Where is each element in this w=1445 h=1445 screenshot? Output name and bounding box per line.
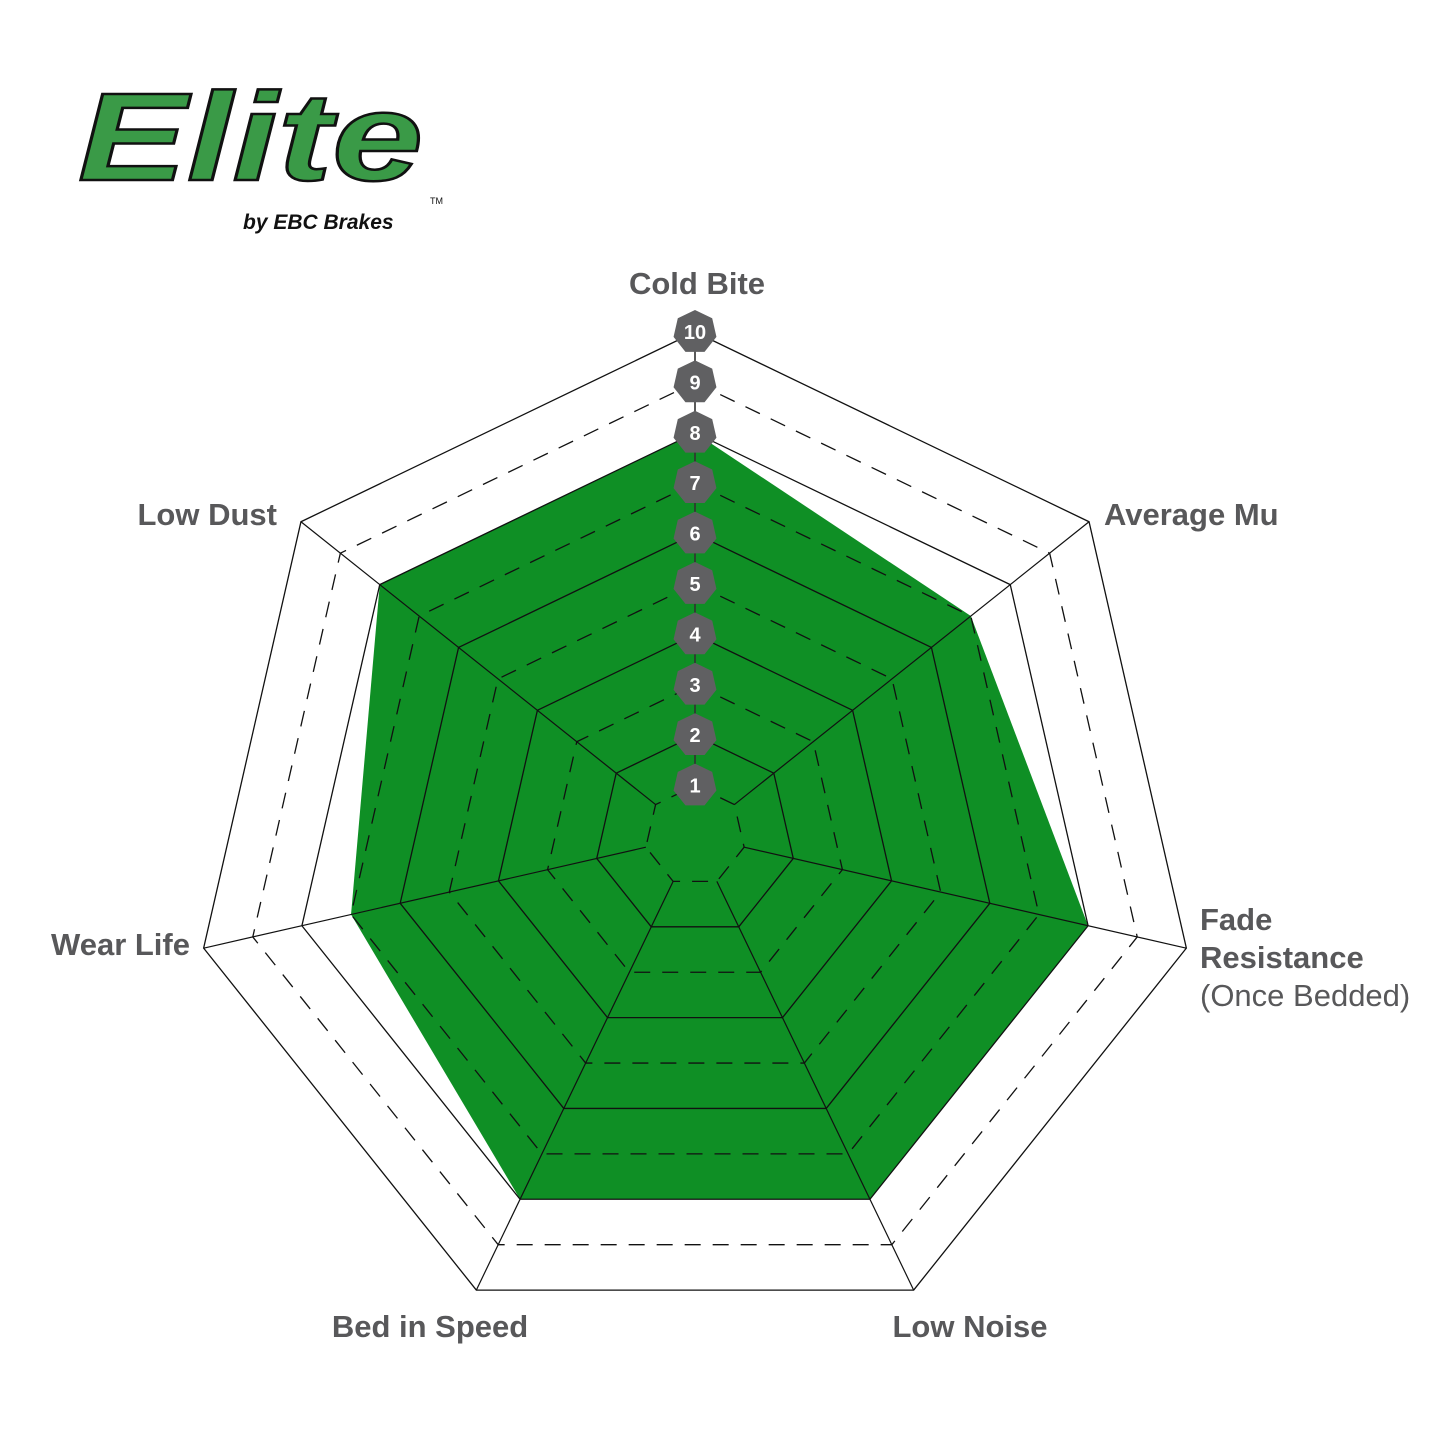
logo-byline: by EBC Brakes: [243, 211, 394, 234]
grid-ring-1: [645, 784, 745, 883]
spoke-line: [475, 881, 674, 1291]
grid-ring-8: [301, 432, 1089, 1200]
axis-label-fade-resistance-1: Fade: [1200, 902, 1272, 937]
grid-ring-10: [202, 331, 1188, 1291]
axis-label-low-noise: Low Noise: [892, 1309, 1047, 1344]
scale-badge-label: 7: [689, 473, 700, 495]
axis-label-bed-in-speed: Bed in Speed: [332, 1309, 528, 1344]
scale-badge-6: 6: [673, 511, 717, 554]
scale-badge-5: 5: [673, 562, 717, 604]
grid-ring-6: [399, 532, 991, 1110]
scale-badge-label: 2: [689, 725, 700, 747]
scale-badge-label: 8: [689, 423, 700, 445]
scale-badge-2: 2: [673, 713, 717, 756]
scale-badge-4: 4: [673, 612, 717, 655]
grid-ring-3: [546, 684, 844, 973]
elite-logo: Elite by EBC Brakes TM: [77, 67, 443, 234]
data-area: [351, 432, 1089, 1200]
scale-badge-1: 1: [673, 763, 717, 806]
scale-badge-label: 5: [689, 574, 700, 596]
logo-tm: TM: [430, 196, 443, 206]
grid-ring-4: [497, 633, 893, 1019]
logo-wordmark: Elite: [78, 68, 423, 207]
grid-ring-9: [252, 381, 1138, 1246]
spoke-line: [203, 846, 646, 949]
scale-badge-7: 7: [673, 461, 717, 504]
axis-label-fade-resistance-2: Resistance: [1200, 940, 1364, 975]
axis-label-wear-life: Wear Life: [51, 927, 190, 962]
axis-sublabel-fade-resistance: (Once Bedded): [1200, 978, 1410, 1013]
spoke-line: [300, 521, 656, 806]
scale-badge-label: 10: [684, 322, 706, 344]
scale-badge-label: 9: [689, 372, 700, 394]
spoke-line: [716, 881, 915, 1291]
spoke-line: [744, 846, 1187, 949]
scale-badge-10: 10: [673, 310, 717, 352]
scale-badge-3: 3: [673, 662, 717, 705]
scale-badge-label: 4: [689, 624, 701, 646]
scale-badge-label: 3: [689, 675, 700, 697]
axis-label-average-mu: Average Mu: [1104, 497, 1279, 532]
scale-badge-8: 8: [673, 410, 717, 453]
scale-badge-9: 9: [673, 360, 717, 403]
grid-ring-5: [448, 583, 942, 1064]
scale-badge-label: 1: [689, 776, 700, 798]
axis-label-low-dust: Low Dust: [138, 497, 278, 532]
scale-badge-label: 6: [689, 524, 700, 546]
grid-ring-2: [596, 734, 794, 928]
axis-label-cold-bite: Cold Bite: [629, 266, 765, 301]
spoke-line: [734, 521, 1090, 806]
grid-ring-7: [350, 482, 1040, 1155]
